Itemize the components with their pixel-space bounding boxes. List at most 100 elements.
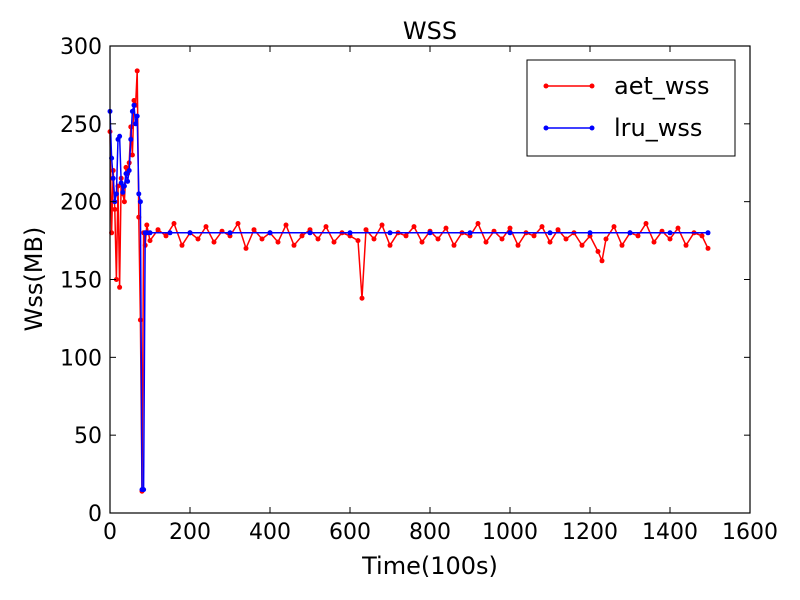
series-line-lru-wss [109, 105, 708, 491]
x-tick-label: 400 [249, 520, 291, 545]
data-point-aet-wss [117, 284, 123, 290]
data-point-lru-wss [267, 230, 273, 236]
data-point-aet-wss [595, 249, 601, 254]
data-point-aet-wss [163, 233, 169, 239]
data-point-lru-wss [627, 230, 633, 236]
data-point-aet-wss [179, 242, 185, 248]
data-point-aet-wss [683, 242, 689, 248]
data-point-aet-wss [144, 222, 150, 228]
data-point-aet-wss [539, 224, 545, 230]
data-point-aet-wss [435, 236, 441, 242]
legend-label-lru-wss: lru_wss [614, 114, 702, 142]
data-point-aet-wss [387, 242, 393, 248]
data-point-lru-wss [307, 230, 313, 236]
data-point-aet-wss [283, 222, 289, 228]
data-point-lru-wss [110, 175, 116, 181]
data-point-lru-wss [137, 199, 143, 205]
data-point-aet-wss [371, 236, 377, 242]
data-point-aet-wss [515, 242, 521, 248]
data-point-aet-wss [113, 277, 119, 282]
data-point-lru-wss [121, 183, 127, 189]
data-point-lru-wss [128, 136, 134, 142]
data-point-aet-wss [599, 258, 605, 264]
x-tick-label: 1200 [562, 520, 618, 545]
series-layer [107, 68, 711, 494]
data-point-lru-wss [227, 230, 233, 236]
data-point-aet-wss [355, 238, 361, 244]
data-point-aet-wss [251, 227, 257, 233]
data-point-lru-wss [118, 180, 124, 186]
data-point-aet-wss [359, 295, 365, 301]
data-point-aet-wss [411, 224, 417, 230]
legend-marker-aet-wss [543, 83, 549, 89]
data-point-lru-wss [133, 121, 139, 127]
data-point-aet-wss [451, 242, 457, 248]
x-axis-label: Time(100s) [361, 552, 498, 580]
data-point-lru-wss [134, 113, 140, 119]
data-point-lru-wss [117, 133, 123, 139]
data-point-aet-wss [315, 236, 321, 242]
data-point-aet-wss [563, 236, 569, 242]
data-point-lru-wss [126, 168, 132, 173]
data-point-aet-wss [619, 242, 625, 248]
legend-marker-aet-wss [589, 83, 595, 89]
data-point-aet-wss [611, 224, 617, 230]
data-point-aet-wss [475, 221, 481, 226]
data-point-aet-wss [667, 236, 673, 242]
data-point-lru-wss [120, 189, 126, 195]
data-point-lru-wss [467, 230, 473, 236]
data-point-lru-wss [587, 230, 593, 236]
data-point-lru-wss [141, 487, 147, 493]
y-tick-label: 50 [74, 424, 102, 449]
data-point-lru-wss [167, 230, 173, 236]
data-point-aet-wss [699, 233, 705, 239]
legend-box [526, 59, 736, 157]
y-tick-label: 100 [60, 346, 102, 371]
data-point-aet-wss [123, 164, 129, 170]
data-point-aet-wss [635, 233, 641, 239]
legend-marker-lru-wss [543, 125, 549, 131]
y-tick-label: 250 [60, 113, 102, 138]
data-point-aet-wss [323, 224, 329, 230]
data-point-aet-wss [507, 225, 513, 231]
data-point-aet-wss [131, 98, 137, 103]
x-tick-label: 1000 [482, 520, 538, 545]
legend: aet_wss lru_wss [526, 59, 736, 157]
data-point-aet-wss [379, 222, 385, 228]
data-point-aet-wss [291, 242, 297, 248]
data-point-aet-wss [235, 221, 241, 226]
data-point-lru-wss [427, 230, 433, 236]
data-point-aet-wss [299, 233, 305, 239]
data-point-aet-wss [705, 245, 711, 251]
legend-marker-lru-wss [589, 125, 595, 131]
data-point-aet-wss [147, 238, 153, 244]
x-tick-label: 0 [103, 520, 117, 545]
y-tick-label: 200 [60, 191, 102, 216]
chart-title: WSS [403, 17, 457, 45]
data-point-lru-wss [705, 230, 711, 236]
data-point-aet-wss [403, 233, 409, 239]
data-point-aet-wss [483, 239, 489, 245]
data-point-lru-wss [547, 230, 553, 236]
data-point-aet-wss [531, 233, 537, 239]
data-point-aet-wss [112, 206, 118, 212]
data-point-aet-wss [275, 239, 281, 245]
data-point-aet-wss [211, 239, 217, 245]
data-point-aet-wss [499, 236, 505, 242]
data-point-aet-wss [195, 236, 201, 242]
data-point-aet-wss [331, 239, 337, 245]
y-tick-label: 0 [88, 502, 102, 527]
x-tick-label: 600 [329, 520, 371, 545]
data-point-lru-wss [123, 171, 129, 177]
data-point-lru-wss [131, 102, 137, 108]
data-point-lru-wss [125, 178, 131, 184]
data-point-aet-wss [243, 245, 249, 251]
data-point-lru-wss [187, 230, 193, 236]
data-point-aet-wss [651, 239, 657, 245]
data-point-lru-wss [347, 230, 353, 236]
x-tick-label: 1600 [722, 520, 778, 545]
data-point-aet-wss [171, 221, 177, 226]
x-tick-label: 200 [169, 520, 211, 545]
legend-label-aet-wss: aet_wss [614, 72, 710, 100]
